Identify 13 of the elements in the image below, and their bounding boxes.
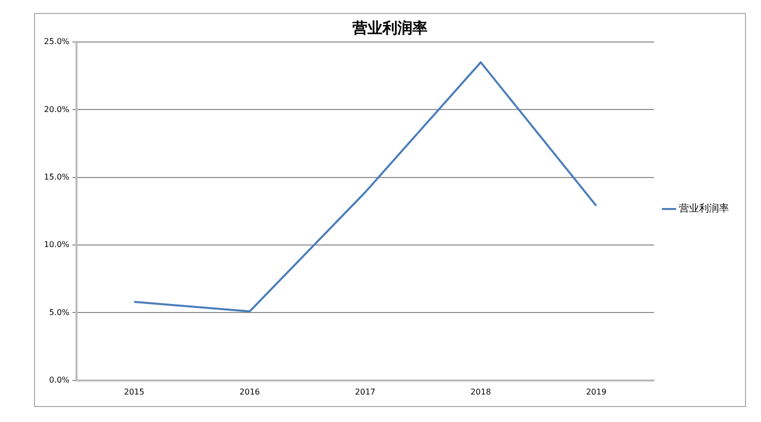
y-tick-label: 5.0%: [49, 308, 70, 317]
chart-title: 营业利润率: [352, 18, 428, 37]
y-tick-label: 25.0%: [44, 37, 70, 46]
y-tick-label: 0.0%: [49, 375, 70, 384]
y-tick-label: 10.0%: [44, 240, 70, 250]
x-tick-label: 2019: [586, 387, 606, 396]
y-tick-label: 20.0%: [44, 104, 70, 114]
legend-label: 营业利润率: [679, 202, 729, 215]
x-tick-label: 2016: [240, 387, 260, 396]
x-tick-label: 2015: [124, 387, 144, 396]
y-tick-label: 15.0%: [44, 172, 70, 182]
x-tick-label: 2017: [355, 387, 376, 396]
x-tick-label: 2018: [470, 387, 491, 396]
